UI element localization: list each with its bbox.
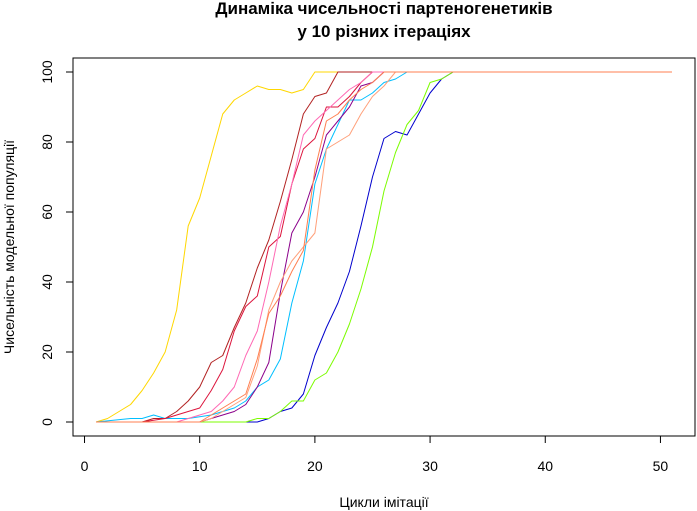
x-tick-label: 10 xyxy=(192,458,208,474)
x-tick-label: 0 xyxy=(81,458,89,474)
chart-title-line-1: Динаміка чисельності партеногенетиків xyxy=(215,0,552,18)
chart-title-line-2: у 10 різних ітераціях xyxy=(297,22,471,41)
y-axis-label: Чисельність модельної популяції xyxy=(1,140,17,354)
x-tick-label: 40 xyxy=(537,458,553,474)
y-axis: 0 20 40 60 80 100 xyxy=(39,60,74,426)
series-line-5 xyxy=(96,71,672,423)
series-layer xyxy=(95,71,672,423)
series-line-9 xyxy=(96,71,672,423)
series-line-2 xyxy=(96,71,672,423)
y-tick-label: 60 xyxy=(39,204,55,220)
x-tick-label: 30 xyxy=(422,458,438,474)
y-tick-label: 80 xyxy=(39,134,55,150)
series-line-10 xyxy=(96,71,672,423)
plot-frame xyxy=(72,57,696,437)
x-tick-label: 20 xyxy=(307,458,323,474)
series-line-8 xyxy=(96,71,672,423)
y-tick-label: 0 xyxy=(39,418,55,426)
series-line-6 xyxy=(96,71,672,423)
y-tick-label: 20 xyxy=(39,344,55,360)
x-axis-label: Цикли імітації xyxy=(339,494,428,510)
series-line-3 xyxy=(96,71,672,423)
y-tick-label: 40 xyxy=(39,274,55,290)
series-line-1 xyxy=(95,71,672,423)
series-line-4 xyxy=(95,71,672,423)
x-tick-label: 50 xyxy=(653,458,669,474)
series-line-7 xyxy=(96,71,672,423)
x-axis: 0 10 20 30 40 50 xyxy=(81,435,669,474)
y-tick-label: 100 xyxy=(39,60,55,84)
